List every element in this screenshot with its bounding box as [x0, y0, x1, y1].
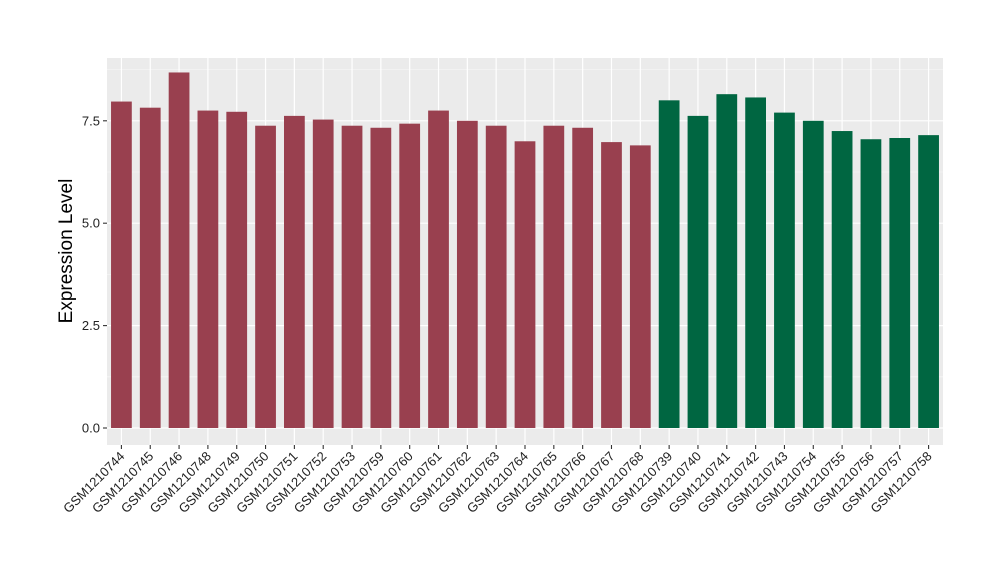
- bar-GSM1210748: [197, 110, 219, 428]
- bar-GSM1210767: [601, 142, 622, 429]
- bar-GSM1210741: [716, 94, 738, 429]
- bar-GSM1210764: [514, 141, 536, 428]
- bar-GSM1210751: [284, 115, 305, 428]
- y-tick-label: 5.0: [82, 216, 100, 231]
- y-tick-label: 2.5: [82, 318, 100, 333]
- bar-GSM1210753: [341, 125, 363, 428]
- bar-GSM1210752: [312, 119, 334, 428]
- bar-GSM1210754: [802, 120, 824, 429]
- bar-GSM1210743: [774, 112, 795, 428]
- bars: [111, 72, 939, 429]
- bar-GSM1210760: [399, 123, 421, 428]
- bar-GSM1210749: [226, 111, 248, 428]
- bar-GSM1210768: [629, 145, 651, 428]
- bar-GSM1210739: [658, 100, 680, 428]
- bar-GSM1210758: [918, 135, 939, 429]
- bar-GSM1210744: [111, 101, 132, 428]
- bar-GSM1210766: [572, 127, 594, 429]
- y-tick-label: 0.0: [82, 421, 100, 436]
- bar-GSM1210759: [370, 127, 392, 429]
- bar-GSM1210762: [456, 120, 478, 429]
- y-tick-label: 7.5: [82, 113, 100, 128]
- bar-GSM1210746: [168, 72, 190, 429]
- bar-GSM1210761: [428, 110, 449, 428]
- y-axis: 0.0 2.5 5.0 7.5: [82, 113, 107, 436]
- bar-GSM1210765: [543, 125, 565, 428]
- bar-GSM1210757: [889, 138, 911, 428]
- bar-GSM1210740: [687, 115, 709, 428]
- bar-GSM1210763: [485, 125, 507, 428]
- bar-GSM1210750: [255, 125, 276, 428]
- y-axis-title: Expression Level: [56, 179, 77, 324]
- x-axis: GSM1210744GSM1210745GSM1210746GSM1210748…: [60, 445, 935, 516]
- bar-GSM1210755: [831, 131, 853, 429]
- bar-GSM1210756: [860, 139, 882, 428]
- bar-GSM1210742: [745, 97, 766, 429]
- bar-GSM1210745: [139, 107, 161, 428]
